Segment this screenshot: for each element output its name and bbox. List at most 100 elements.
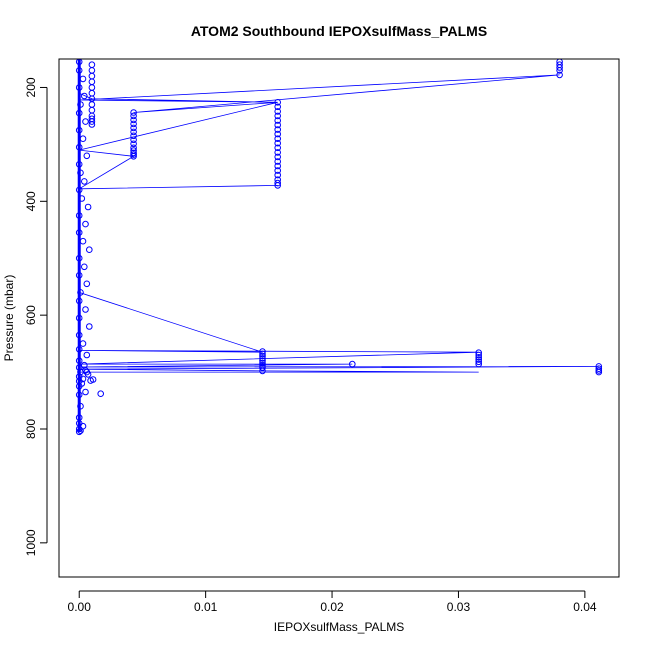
data-point: [274, 179, 282, 187]
data-point: [130, 112, 137, 120]
data-point: [75, 59, 83, 66]
data-point: [75, 67, 83, 74]
data-point: [75, 143, 83, 151]
y-tick-label: 800: [24, 419, 38, 439]
x-axis-label: IEPOXsulfMass_PALMS: [274, 620, 405, 634]
x-tick-label: 0.00: [68, 600, 92, 614]
data-point: [75, 254, 83, 262]
data-point: [130, 140, 137, 148]
data-point: [79, 237, 87, 245]
data-point: [83, 368, 91, 376]
data-point: [274, 182, 282, 189]
data-point: [75, 346, 83, 353]
y-tick-label: 1000: [24, 529, 38, 556]
data-point: [75, 186, 83, 194]
data-point: [274, 121, 282, 129]
axes: 0.00 0.01 0.02 0.03 0.04 200 400 600 800 1000: [24, 58, 620, 614]
plot-frame: [58, 58, 620, 578]
data-point: [130, 136, 137, 144]
data-point: [82, 388, 89, 396]
y-tick-label: 400: [24, 191, 38, 211]
data-point: [75, 272, 83, 279]
data-point: [274, 167, 282, 174]
data-point: [475, 358, 483, 366]
data-point: [81, 178, 88, 185]
x-tick-label: 0.04: [573, 600, 597, 614]
data-point: [130, 128, 137, 136]
data-point: [259, 352, 266, 360]
data-point: [475, 356, 483, 363]
data-point: [77, 368, 84, 376]
data-point: [259, 348, 266, 355]
data-point: [81, 263, 88, 271]
y-tick-label: 600: [24, 305, 38, 325]
data-point: [259, 355, 266, 362]
data-point: [130, 124, 137, 132]
data-point: [274, 144, 282, 152]
data-point: [75, 109, 83, 117]
data-point: [274, 162, 282, 170]
data-point: [75, 364, 83, 371]
data-point: [349, 360, 356, 368]
data-point: [130, 144, 137, 152]
data-point: [77, 427, 84, 435]
data-point: [274, 108, 282, 115]
data-point: [475, 351, 483, 359]
data-point: [77, 169, 84, 177]
data-point: [130, 132, 137, 140]
data-point: [86, 323, 93, 330]
data-point: [88, 121, 96, 128]
data-point: [77, 402, 84, 410]
data-point: [274, 149, 282, 156]
data-point: [79, 340, 87, 347]
data-point: [75, 161, 83, 168]
data-point: [556, 67, 563, 74]
data-point: [78, 195, 86, 202]
data-point: [274, 99, 282, 106]
data-point: [595, 368, 603, 376]
data-point: [130, 109, 137, 116]
data-point: [77, 101, 84, 108]
data-point: [81, 92, 88, 100]
data-point: [83, 351, 91, 359]
data-point: [274, 130, 282, 138]
data-point: [274, 139, 282, 147]
data-point: [89, 376, 97, 383]
data-point: [77, 289, 84, 296]
data-point: [259, 367, 266, 375]
x-tick-label: 0.02: [320, 600, 344, 614]
x-tick-label: 0.01: [194, 600, 218, 614]
data-point: [75, 229, 83, 236]
data-point: [274, 103, 282, 111]
y-axis-label: Pressure (mbar): [2, 275, 16, 362]
data-point: [475, 360, 483, 368]
data-point: [274, 112, 282, 120]
data-point: [259, 357, 266, 365]
data-point: [75, 383, 83, 390]
data-point: [83, 280, 91, 288]
data-point: [259, 350, 266, 358]
data-point: [274, 171, 282, 179]
data-point: [274, 126, 282, 133]
data-point: [75, 84, 83, 91]
data-point: [75, 212, 83, 219]
data-point: [82, 306, 89, 313]
data-point: [556, 71, 563, 79]
data-point: [79, 135, 87, 142]
data-point: [274, 135, 282, 142]
data-point: [556, 64, 563, 71]
data-point: [82, 220, 89, 228]
data-point: [75, 314, 83, 322]
plot-area: [75, 59, 603, 436]
data-point: [88, 118, 96, 125]
data-point: [259, 359, 266, 367]
data-point: [83, 152, 91, 160]
data-point: [475, 354, 483, 361]
data-point: [75, 425, 83, 433]
data-point: [130, 120, 137, 128]
data-point: [75, 126, 83, 134]
data-point: [274, 153, 282, 161]
data-point: [75, 428, 83, 436]
